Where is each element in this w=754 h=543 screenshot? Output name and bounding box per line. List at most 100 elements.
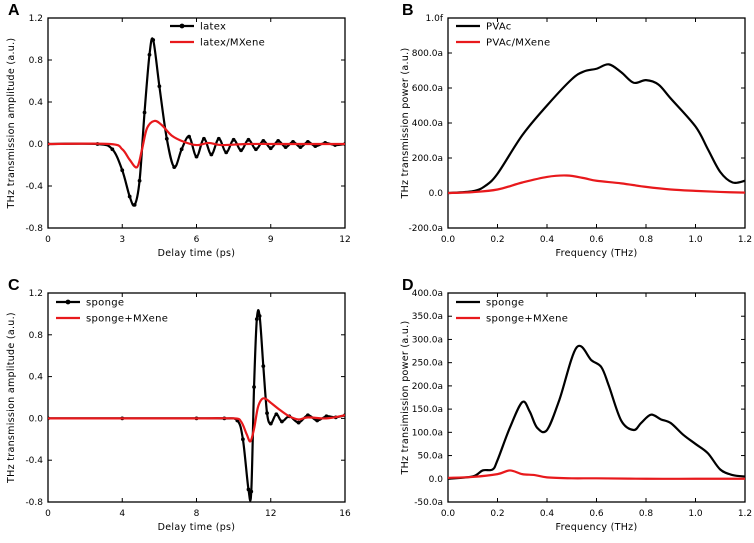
data-point [261, 138, 266, 143]
data-point [164, 136, 169, 141]
y-tick-label: 100.0a [412, 428, 443, 438]
y-tick-label: -0.4 [25, 182, 43, 192]
data-point [187, 134, 191, 139]
data-point [305, 413, 310, 418]
y-tick-label: 400.0a [412, 289, 443, 299]
x-axis-title: Delay time (ps) [158, 248, 236, 259]
panel-b: B0.0 0.2 0.4 0.6 0.8 1.0 1.2-200.0a0.0200.0a40… [400, 2, 752, 259]
y-axis-title: THz transimission power (a.u.) [400, 321, 411, 476]
y-axis-title: THz transmission amplitude (a.u.) [6, 312, 17, 484]
y-tick-label: 0.0 [429, 189, 444, 199]
x-tick-label: 0 [45, 509, 51, 519]
legend-label: sponge [86, 298, 124, 309]
x-tick-label: 1.0 [688, 509, 703, 519]
panel-c: C 0 4 8 12 16 -0.8 -0.4 0.0 0.4 0.8 1.2 Delay time (… [6, 277, 351, 533]
data-point [305, 140, 310, 144]
plot-frame [47, 17, 346, 229]
data-point [246, 487, 251, 492]
data-point [241, 437, 245, 442]
data-point [313, 144, 318, 149]
y-tick-label: -200.0a [408, 224, 443, 234]
x-tick-label: 0.0 [441, 235, 456, 245]
data-point [274, 412, 279, 417]
x-tick-label: 0.8 [639, 509, 654, 519]
series-line-primary [448, 63, 745, 195]
x-tick-label: 0.2 [490, 509, 504, 519]
data-point [120, 168, 125, 173]
data-point [249, 489, 254, 494]
x-tick-label: 0.6 [589, 235, 604, 245]
data-point [254, 147, 258, 152]
data-point [224, 150, 229, 155]
series-line-secondary [48, 397, 345, 443]
data-point [147, 52, 152, 57]
data-point [261, 364, 266, 369]
legend-marker [65, 299, 71, 305]
legend-label: latex [200, 22, 226, 33]
data-point [246, 137, 251, 142]
y-tick-label: 50.0a [417, 452, 443, 462]
y-tick-label: 0.0 [429, 475, 444, 485]
y-tick-label: 0.0 [29, 140, 44, 150]
series-line-primary [48, 309, 345, 502]
legend-marker [179, 23, 185, 29]
x-tick-label: 0.0 [441, 509, 456, 519]
x-axis-title: Frequency (THz) [556, 522, 638, 533]
data-point [231, 137, 236, 142]
data-point [137, 178, 142, 183]
data-point [276, 138, 281, 143]
series-line-primary [448, 344, 745, 480]
y-tick-label: 350.0a [412, 312, 443, 322]
legend-label: PVAc/MXene [486, 38, 550, 49]
x-tick-label: 0.4 [540, 235, 555, 245]
y-tick-label: 250.0a [412, 359, 443, 369]
data-point [254, 317, 259, 322]
legend-label: sponge [486, 298, 524, 309]
data-point [142, 110, 147, 115]
data-point [132, 203, 137, 207]
data-point [298, 145, 303, 150]
y-tick-label: -0.8 [25, 498, 43, 508]
data-point [268, 421, 273, 426]
series-line-primary [48, 37, 345, 207]
series-line-secondary [448, 469, 745, 480]
x-tick-label: 6 [194, 235, 200, 245]
y-tick-label: 0.8 [29, 56, 44, 66]
y-tick-label: 0.4 [29, 373, 44, 383]
series-line-secondary [48, 119, 345, 169]
legend-label: PVAc [486, 22, 512, 33]
x-tick-label: 0.8 [639, 235, 654, 245]
data-point [151, 38, 156, 42]
data-point [157, 84, 162, 89]
data-point [252, 385, 256, 389]
x-tick-label: 1.0 [688, 235, 703, 245]
data-point [268, 146, 273, 151]
panel-a: A 0 3 6 9 12 -0.8 -0.4 0.0 0.4 0.8 1.2 Delay time (p… [6, 2, 351, 259]
y-tick-label: -0.8 [25, 224, 43, 234]
y-axis-title: THz transmission amplitude (a.u.) [6, 38, 17, 210]
y-tick-label: 0.4 [29, 98, 44, 108]
data-point [296, 420, 301, 425]
y-tick-label: 0.0 [29, 414, 44, 424]
y-tick-label: 300.0a [412, 335, 443, 345]
panel-label: C [8, 277, 20, 294]
y-tick-label: -0.4 [25, 456, 43, 466]
legend-label: sponge+MXene [86, 314, 168, 325]
y-tick-label: 600.0a [412, 84, 443, 94]
data-point [279, 419, 284, 424]
series-line-secondary [448, 174, 745, 195]
x-tick-label: 0 [45, 235, 51, 245]
data-point [265, 411, 269, 416]
panel-d: D0.0 0.2 0.4 0.6 0.8 1.0 1.2-50.0a0.050.0a100.… [400, 277, 752, 533]
x-tick-label: 0.4 [540, 509, 555, 519]
x-tick-label: 16 [339, 509, 351, 519]
panel-label: B [402, 2, 414, 19]
x-tick-label: 0.2 [490, 235, 504, 245]
data-point [179, 147, 184, 152]
data-point [257, 314, 262, 318]
data-point [127, 194, 132, 199]
y-tick-label: 150.0a [412, 405, 443, 415]
y-tick-label: -50.0a [414, 498, 443, 508]
y-tick-label: 800.0a [412, 49, 443, 59]
data-point [315, 418, 320, 423]
